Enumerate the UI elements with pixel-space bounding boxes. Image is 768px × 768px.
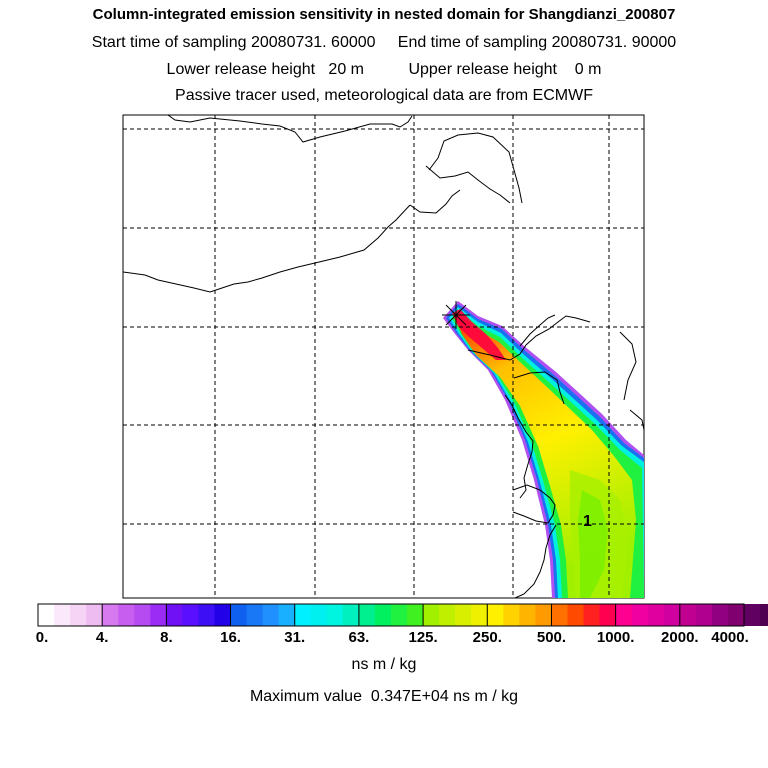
colorbar-cell xyxy=(599,604,617,626)
colorbar-cell xyxy=(310,604,328,626)
sampling-times: Start time of sampling 20080731. 60000 E… xyxy=(91,34,677,51)
colorbar-cell xyxy=(358,604,376,626)
colorbar-cell xyxy=(102,604,119,626)
colorbar-cell xyxy=(342,604,360,626)
colorbar-cell xyxy=(326,604,344,626)
colorbar-cell xyxy=(503,604,520,626)
colorbar-cell xyxy=(182,604,200,626)
colorbar-cell xyxy=(230,604,248,626)
colorbar-tick-label: 4. xyxy=(95,629,109,646)
colorbar-cell xyxy=(744,604,761,626)
colorbar-tick-label: 500. xyxy=(536,629,567,646)
colorbar-cells xyxy=(38,604,768,626)
coast-ne-peninsula xyxy=(519,314,556,347)
colorbar-cell xyxy=(54,604,71,626)
colorbar-cell xyxy=(760,604,768,626)
colorbar-tick-label: 63. xyxy=(348,629,370,646)
colorbar-cell xyxy=(551,604,569,626)
marker-label: 1 xyxy=(583,513,592,530)
colorbar-cell xyxy=(663,604,681,626)
coastlines xyxy=(123,115,644,598)
colorbar-cell xyxy=(86,604,103,626)
colorbar-cell xyxy=(679,604,697,626)
coast-liaodong-west xyxy=(428,132,523,204)
colorbar-cell xyxy=(374,604,392,626)
colorbar-cell xyxy=(455,604,472,626)
colorbar-cell xyxy=(567,604,585,626)
colorbar-tick-label: 125. xyxy=(408,629,438,646)
colorbar-cell xyxy=(391,604,408,626)
colorbar-cell xyxy=(262,604,280,626)
colorbar-cell xyxy=(134,604,151,626)
colorbar-tick-label: 0. xyxy=(35,629,49,646)
coast-liaodong-east xyxy=(425,165,511,204)
coast-jiangsu xyxy=(504,394,534,499)
colorbar-cell xyxy=(294,604,312,626)
colorbar-cell xyxy=(583,604,601,626)
colorbar-cell xyxy=(198,604,216,626)
release-heights: Lower release height 20 m Upper release … xyxy=(166,61,602,78)
plume-red-source xyxy=(452,309,506,360)
colorbar-tick-label: 4000. xyxy=(711,629,749,646)
colorbar-cell xyxy=(471,604,488,626)
colorbar-units: ns m / kg xyxy=(351,656,417,673)
colorbar-cell xyxy=(150,604,167,626)
colorbar-cell xyxy=(246,604,264,626)
graticule xyxy=(123,115,644,598)
colorbar-tick-label: 8. xyxy=(160,629,173,646)
receptor-marker xyxy=(442,301,470,329)
colorbar-tick-label: 250. xyxy=(472,629,502,646)
coast-east-2 xyxy=(629,409,644,431)
plume-green-south-core xyxy=(578,490,608,598)
colorbar-cell xyxy=(407,604,424,626)
colorbar-cell xyxy=(214,604,232,626)
colorbar-cell xyxy=(439,604,456,626)
colorbar-cell xyxy=(695,604,713,626)
colorbar-cell xyxy=(166,604,184,626)
colorbar-frame xyxy=(37,603,745,627)
colorbar-cell xyxy=(70,604,87,626)
coast-shandong-south xyxy=(513,371,565,405)
colorbar-dividers xyxy=(101,604,681,626)
colorbar-cell xyxy=(615,604,633,626)
coast-hebei xyxy=(123,204,411,293)
colorbar-cell xyxy=(423,604,440,626)
coast-shandong xyxy=(467,315,591,361)
colorbar-cell xyxy=(727,604,745,626)
coast-east-1 xyxy=(619,331,637,401)
plot-title: Column-integrated emission sensitivity i… xyxy=(92,6,676,23)
colorbar-cell xyxy=(711,604,729,626)
colorbar-cell xyxy=(535,604,553,626)
colorbar-tick-label: 1000. xyxy=(596,629,635,646)
maximum-value: Maximum value 0.347E+04 ns m / kg xyxy=(249,688,519,705)
colorbar xyxy=(37,603,768,627)
border-north xyxy=(167,115,413,143)
coast-yangtze xyxy=(512,484,556,524)
colorbar-tick-label: 2000. xyxy=(661,629,699,646)
colorbar-cell xyxy=(487,604,504,626)
colorbar-cell xyxy=(38,604,55,626)
colorbar-cell xyxy=(118,604,135,626)
coast-zhejiang xyxy=(514,524,557,598)
colorbar-tick-label: 31. xyxy=(284,629,306,646)
colorbar-cell xyxy=(278,604,296,626)
colorbar-cell xyxy=(647,604,665,626)
colorbar-cell xyxy=(631,604,649,626)
tracer-info: Passive tracer used, meteorological data… xyxy=(175,87,593,104)
coast-bohai-north xyxy=(409,189,461,214)
colorbar-cell xyxy=(519,604,537,626)
colorbar-tick-label: 16. xyxy=(220,629,241,646)
